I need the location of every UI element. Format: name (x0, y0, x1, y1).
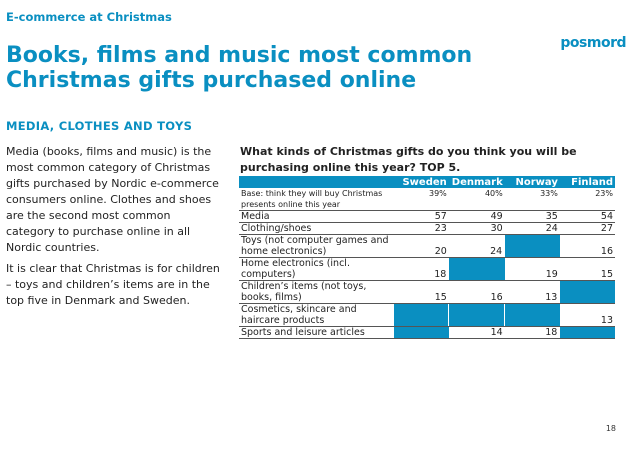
base-value: 40% (448, 188, 505, 211)
row-label: Children’s items (not toys, books, films… (239, 280, 394, 304)
value-cell: 23 (393, 222, 449, 235)
row-label: Clothing/shoes (239, 222, 394, 235)
table-row: Children’s items (not toys, books, films… (239, 280, 615, 304)
value-cell: 35 (504, 210, 560, 223)
table-row: Clothing/shoes 23 30 24 27 (239, 222, 615, 235)
table-row: Home electronics (incl. computers) 18 19 15 (239, 257, 615, 281)
not-in-top5-cell (504, 234, 560, 258)
value-cell: 24 (504, 222, 560, 235)
column-header: Denmark (451, 176, 503, 188)
table-row: Media 57 49 35 54 (239, 210, 615, 223)
column-header: Sweden (402, 176, 447, 188)
table-row: Toys (not computer games and home electr… (239, 234, 615, 258)
value-cell: 18 (504, 326, 560, 339)
value-cell: 14 (448, 326, 505, 339)
table-row: Cosmetics, skincare and haircare product… (239, 303, 615, 327)
value-cell: 54 (559, 210, 615, 223)
value-cell: 16 (448, 280, 505, 304)
value-cell: 20 (393, 234, 449, 258)
page-title: Books, films and music most common Chris… (6, 43, 473, 93)
value-cell: 15 (559, 257, 615, 281)
row-label: Sports and leisure articles (239, 326, 394, 339)
row-label: Home electronics (incl. computers) (239, 257, 394, 281)
not-in-top5-cell (504, 303, 560, 327)
base-row: Base: think they will buy Christmas pres… (239, 188, 615, 211)
page-subtitle: MEDIA, CLOTHES AND TOYS (6, 119, 193, 133)
value-cell: 49 (448, 210, 505, 223)
paragraph-2: It is clear that Christmas is for childr… (6, 262, 220, 307)
value-cell: 16 (559, 234, 615, 258)
base-value: 39% (393, 188, 449, 211)
header-blank (239, 176, 393, 188)
value-cell: 15 (393, 280, 449, 304)
row-label: Media (239, 210, 394, 223)
value-cell: 30 (448, 222, 505, 235)
column-header: Norway (515, 176, 558, 188)
column-header: Finland (571, 176, 613, 188)
value-cell: 57 (393, 210, 449, 223)
not-in-top5-cell (559, 280, 615, 304)
not-in-top5-cell (448, 257, 505, 281)
not-in-top5-cell (392, 303, 449, 327)
value-cell: 18 (393, 257, 449, 281)
value-cell: 27 (559, 222, 615, 235)
row-label: Cosmetics, skincare and haircare product… (239, 303, 394, 327)
not-in-top5-cell (448, 303, 505, 327)
value-cell: 13 (559, 303, 615, 327)
value-cell: 24 (448, 234, 505, 258)
base-label: Base: think they will buy Christmas pres… (239, 188, 394, 211)
brand-logo: posmord (560, 35, 626, 51)
table-body: Media 57 49 35 54 Clothing/shoes 23 30 24 27 Toys … (239, 210, 615, 339)
value-cell: 13 (504, 280, 560, 304)
table-header-row: Sweden Denmark Norway Finland (239, 176, 615, 188)
survey-table: Sweden Denmark Norway Finland Base: thin… (239, 176, 615, 339)
table-question: What kinds of Christmas gifts do you thi… (240, 145, 577, 174)
paragraph-1: Media (books, films and music) is the mo… (6, 145, 219, 254)
value-cell: 19 (504, 257, 560, 281)
section-kicker: E-commerce at Christmas (6, 10, 172, 24)
base-value: 23% (559, 188, 615, 211)
body-text: Media (books, films and music) is the mo… (6, 144, 221, 314)
page-number: 18 (605, 424, 616, 433)
base-value: 33% (504, 188, 560, 211)
not-in-top5-cell (559, 326, 615, 339)
row-label: Toys (not computer games and home electr… (239, 234, 394, 258)
not-in-top5-cell (392, 326, 449, 339)
table-row: Sports and leisure articles 14 18 (239, 326, 615, 339)
